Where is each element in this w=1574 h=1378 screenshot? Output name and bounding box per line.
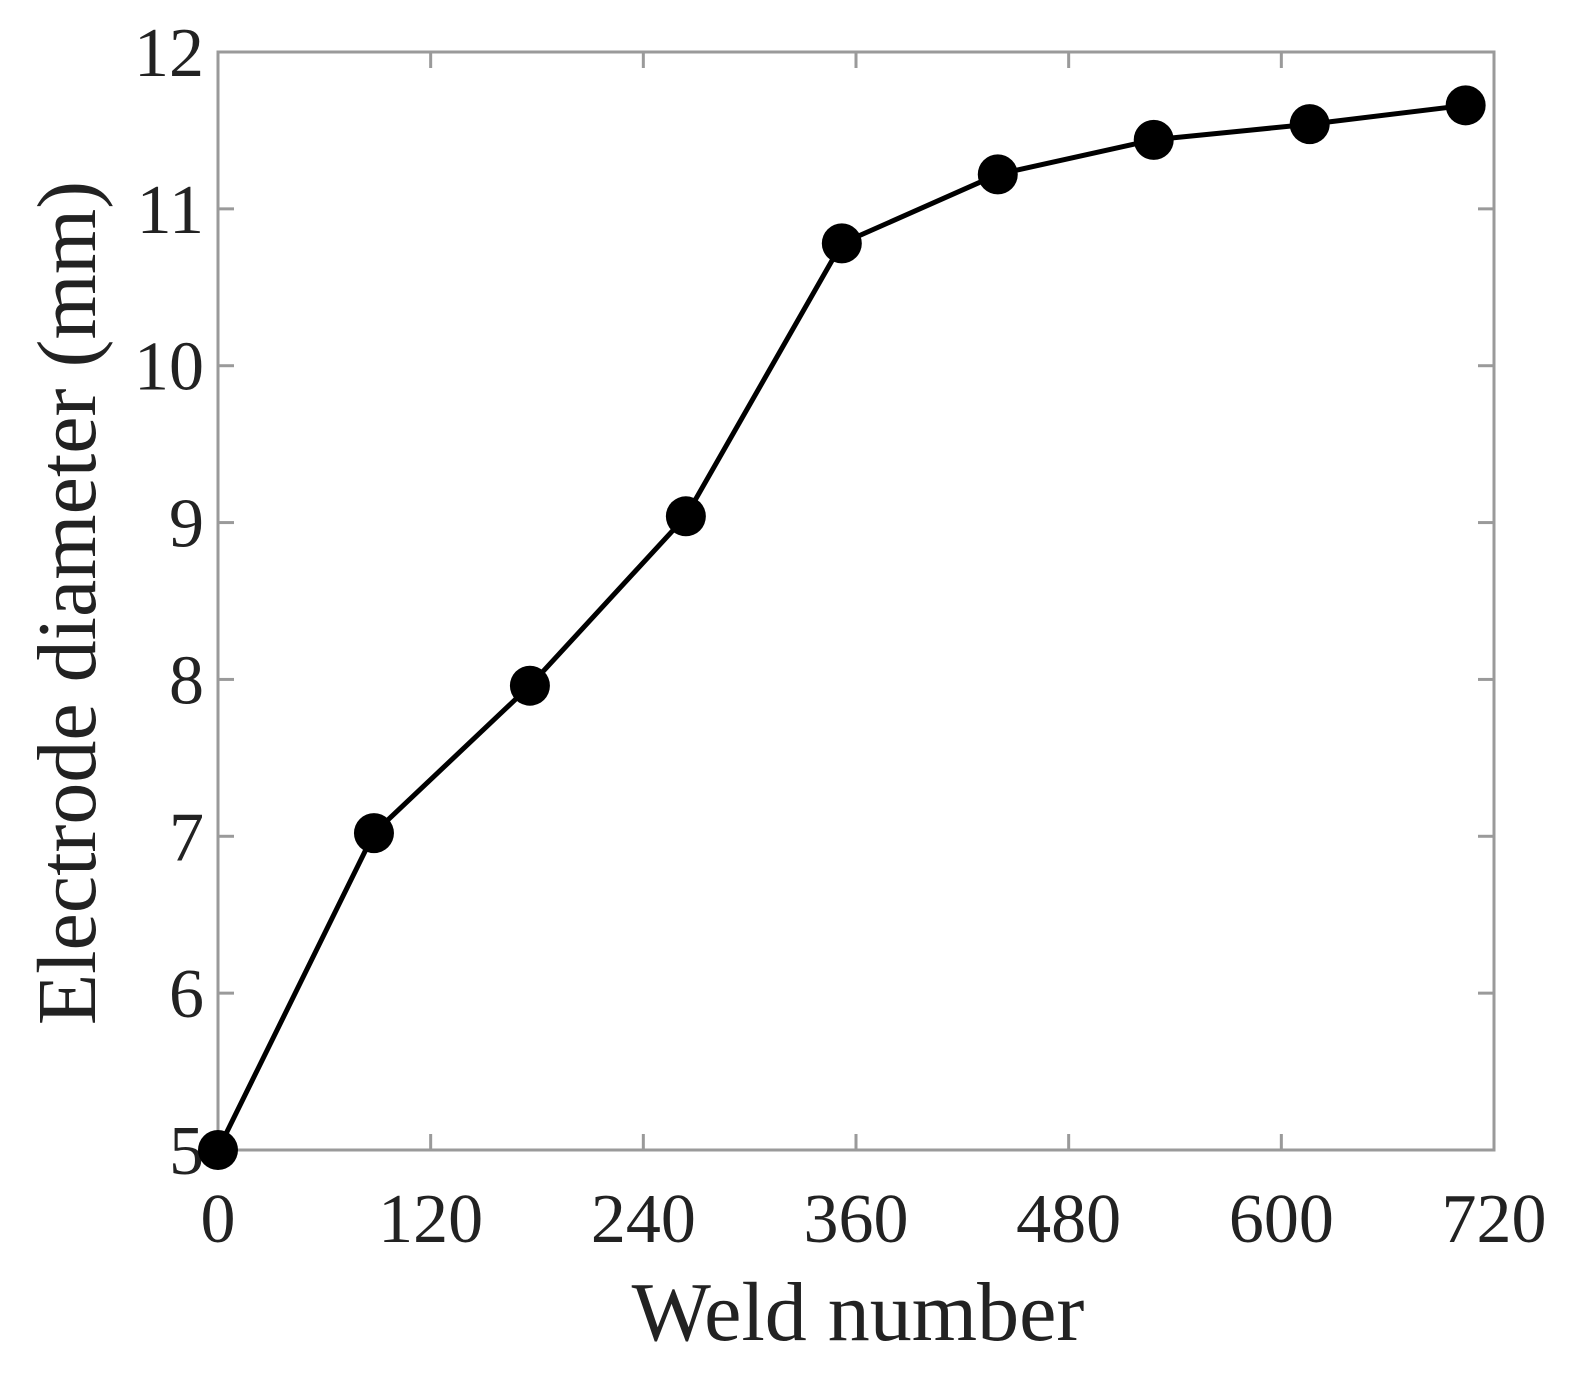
x-tick-label: 240 (591, 1181, 696, 1258)
data-point (353, 813, 394, 854)
data-point (665, 496, 706, 537)
data-point (1133, 119, 1174, 160)
data-point (821, 223, 862, 264)
data-point (977, 154, 1018, 195)
x-tick-label: 360 (804, 1181, 909, 1258)
y-tick-label: 9 (169, 486, 204, 563)
y-tick-label: 6 (169, 956, 204, 1033)
x-tick-label: 600 (1229, 1181, 1334, 1258)
data-point (1445, 85, 1486, 126)
y-tick-label: 7 (169, 799, 204, 876)
x-tick-label: 0 (201, 1181, 236, 1258)
x-axis-title: Weld number (632, 1266, 1085, 1359)
plot-frame (216, 50, 1496, 1152)
y-tick-label: 11 (137, 172, 204, 249)
y-tick-label: 12 (134, 15, 204, 92)
data-point (1289, 104, 1330, 145)
x-tick-label: 480 (1016, 1181, 1121, 1258)
data-point (509, 665, 550, 706)
y-tick-label: 10 (134, 329, 204, 406)
y-tick-label: 8 (169, 642, 204, 719)
data-point (198, 1130, 238, 1170)
x-tick-label: 120 (378, 1181, 483, 1258)
x-tick-label: 720 (1442, 1181, 1547, 1258)
y-axis-title: Electrode diameter (mm) (21, 181, 114, 1025)
